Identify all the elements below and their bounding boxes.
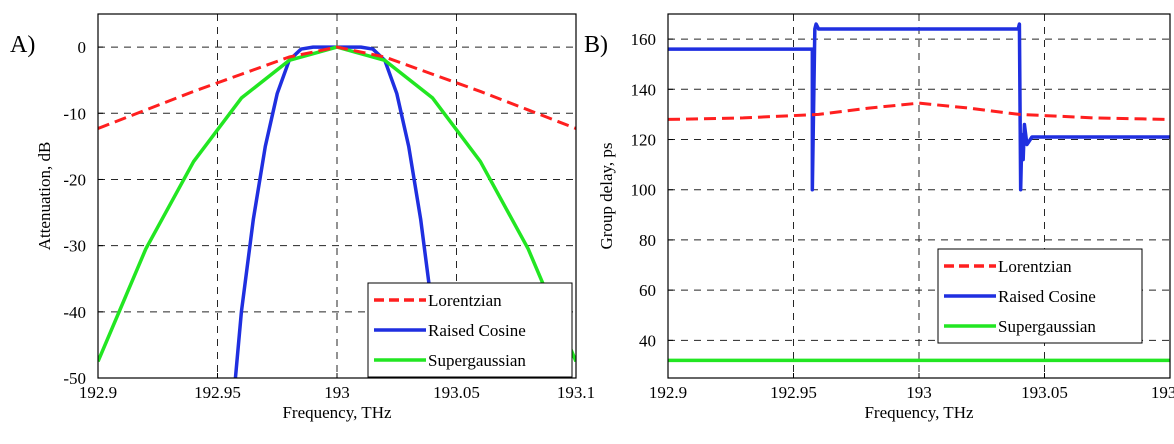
y-tick-label: 140 (631, 80, 657, 99)
y-tick-label: 0 (78, 38, 87, 57)
x-tick-label: 193.1 (557, 383, 595, 402)
legend: Lorentzian Raised Cosine Supergaussian (937, 248, 1143, 344)
y-tick-label: -50 (63, 369, 86, 388)
series-line-lorentzian (98, 45, 576, 130)
legend-entry-label: Supergaussian (998, 317, 1096, 336)
series-line-raised-cosine (668, 22, 1170, 192)
legend-entry-label: Supergaussian (428, 351, 526, 370)
y-tick-label: -20 (63, 170, 86, 189)
x-tick-label: 193.05 (1021, 383, 1068, 402)
x-tick-label: 192.9 (649, 383, 687, 402)
x-axis-label: Frequency, THz (282, 403, 392, 422)
x-tick-label: 192.95 (770, 383, 817, 402)
x-tick-label: 193 (906, 383, 932, 402)
x-tick-label: 193.1 (1151, 383, 1174, 402)
y-tick-label: 80 (639, 231, 656, 250)
y-tick-label: 120 (631, 131, 657, 150)
legend-entry-label: Raised Cosine (428, 321, 526, 340)
panel-label: A) (10, 32, 35, 58)
x-tick-label: 192.9 (79, 383, 117, 402)
y-tick-label: 100 (631, 181, 657, 200)
y-tick-label: 160 (631, 30, 657, 49)
x-tick-label: 192.95 (194, 383, 241, 402)
legend: Lorentzian Raised Cosine Supergaussian (367, 282, 573, 378)
legend-entry-label: Lorentzian (428, 291, 502, 310)
y-tick-label: 60 (639, 281, 656, 300)
chart-attenuation: 192.9 192.95 193 193.05 193.1 0 -10 -20 -30 -40 -5… (10, 13, 595, 422)
legend-entry-label: Raised Cosine (998, 287, 1096, 306)
chart-group-delay: 192.9 192.95 193 193.05 193.1 160 140 120 100 80 6… (584, 13, 1174, 422)
y-tick-label: 40 (639, 331, 656, 350)
series-line-lorentzian (668, 101, 1170, 121)
x-tick-label: 193 (324, 383, 350, 402)
y-tick-label: -40 (63, 303, 86, 322)
y-axis-label: Attenuation, dB (35, 142, 54, 251)
y-axis-label: Group delay, ps (597, 142, 616, 249)
y-tick-label: -10 (63, 104, 86, 123)
x-axis-label: Frequency, THz (864, 403, 974, 422)
panel-label: B) (584, 32, 608, 58)
x-tick-label: 193.05 (433, 383, 480, 402)
y-tick-label: -30 (63, 237, 86, 256)
legend-entry-label: Lorentzian (998, 257, 1072, 276)
